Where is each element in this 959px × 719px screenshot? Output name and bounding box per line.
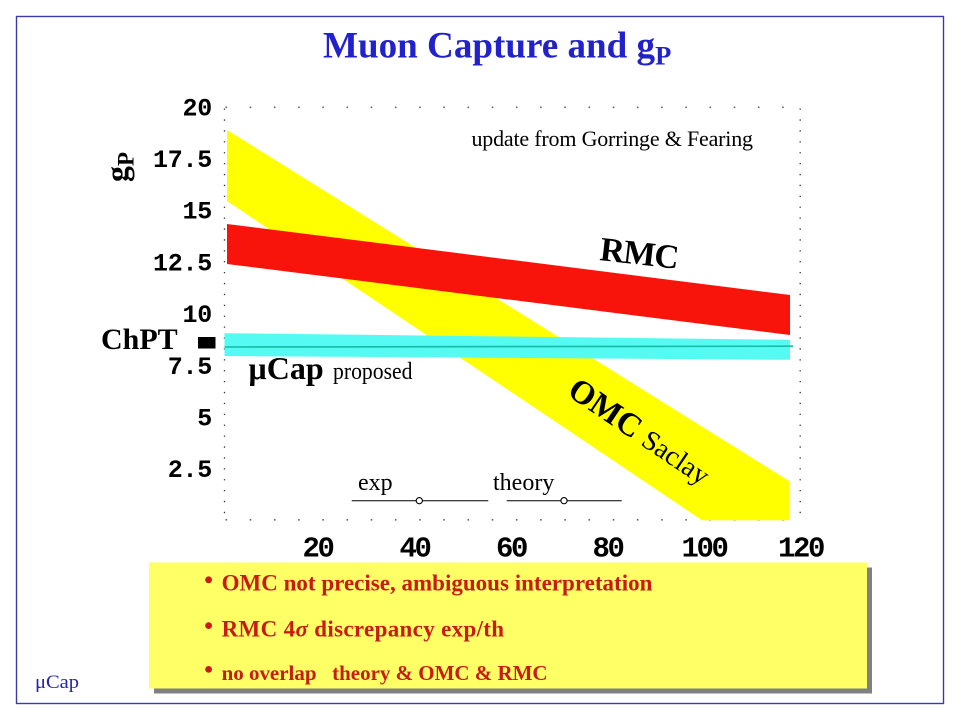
svg-text:10: 10 [182,301,212,330]
svg-text:2.5: 2.5 [168,456,212,485]
svg-text:7.5: 7.5 [168,353,212,382]
svg-text:μCap: μCap [249,350,324,386]
svg-text:12.5: 12.5 [153,249,212,278]
svg-text:5: 5 [197,404,212,433]
svg-text:ChPT: ChPT [101,323,178,356]
svg-text:OMC not precise, ambiguous int: OMC not precise, ambiguous interpretatio… [222,571,653,596]
svg-text:20: 20 [302,533,333,566]
svg-text:40: 40 [399,533,430,566]
svg-text:100: 100 [681,533,727,566]
svg-text:20: 20 [182,94,212,123]
svg-text:60: 60 [496,533,527,566]
svg-text:μCap: μCap [35,672,79,693]
svg-text:15: 15 [182,198,212,227]
svg-text:120: 120 [778,533,824,566]
svg-text:17.5: 17.5 [153,146,212,175]
svg-text:gP: gP [99,152,139,182]
svg-text:exp: exp [358,470,393,496]
svg-text:RMC: RMC [598,231,680,277]
svg-text:proposed: proposed [333,359,413,385]
svg-text:Muon Capture and gP: Muon Capture and gP [323,26,671,71]
svg-text:update from Gorringe & Fearing: update from Gorringe & Fearing [472,126,754,151]
svg-text:no overlap theory & OMC & RM: no overlap theory & OMC & RMC [222,661,548,685]
svg-text:theory: theory [493,470,554,496]
svg-text:80: 80 [592,533,623,566]
svg-text:RMC 4σ discrepancy exp/th: RMC 4σ discrepancy exp/th [222,617,505,642]
